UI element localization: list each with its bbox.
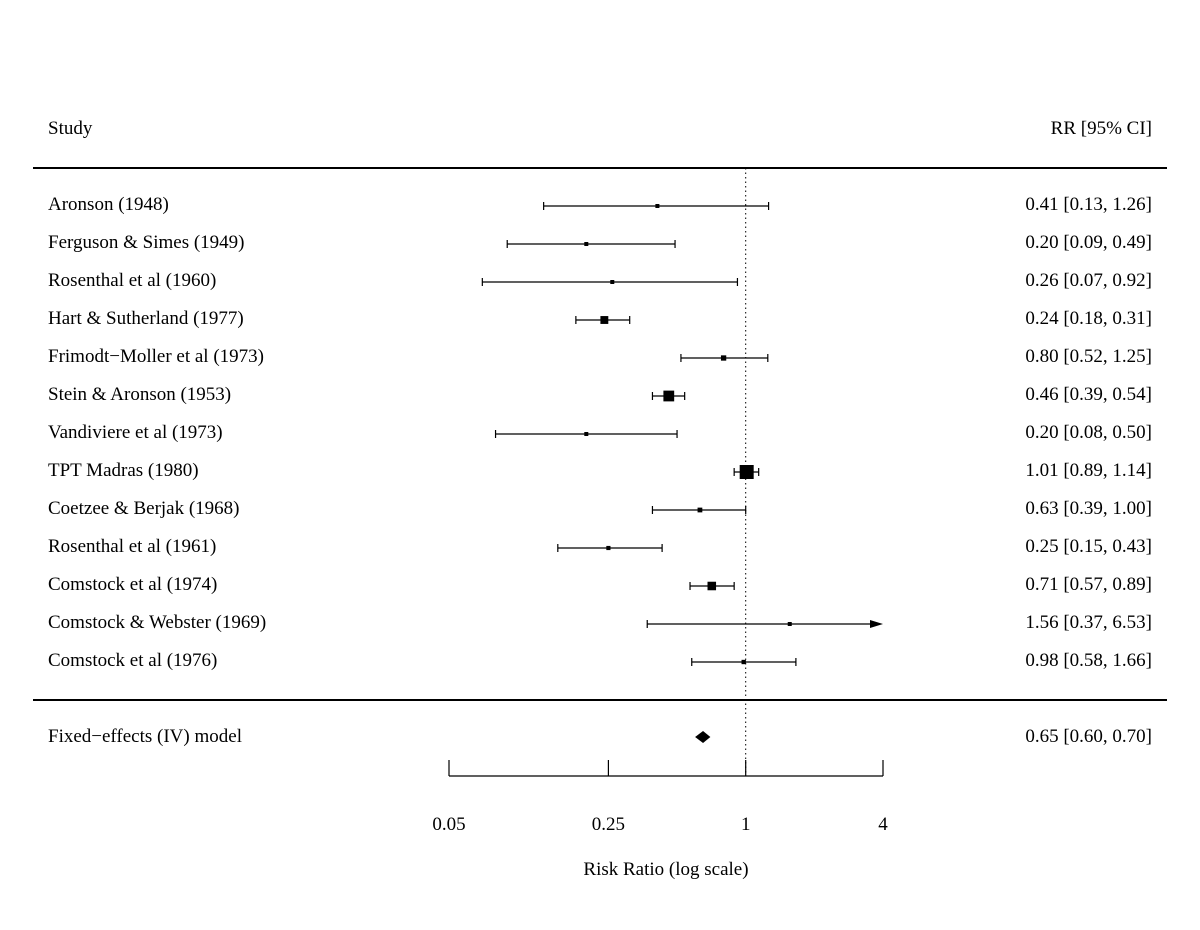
study-label: TPT Madras (1980) — [48, 460, 199, 481]
tick-label: 1 — [741, 814, 751, 835]
point-estimate — [697, 507, 703, 513]
point-estimate — [610, 280, 615, 284]
study-estimate: 0.24 [0.18, 0.31] — [1025, 308, 1152, 329]
study-row: Comstock & Webster (1969) 1.56 [0.37, 6.5… — [48, 612, 1152, 633]
header-study: Study — [48, 118, 93, 139]
study-label: Stein & Aronson (1953) — [48, 384, 231, 405]
study-label: Rosenthal et al (1960) — [48, 270, 216, 291]
study-row: Hart & Sutherland (1977) 0.24 [0.18, 0.31… — [48, 308, 1152, 329]
study-label: Comstock et al (1976) — [48, 650, 217, 671]
study-estimate: 0.98 [0.58, 1.66] — [1025, 650, 1152, 671]
study-estimate: 0.25 [0.15, 0.43] — [1025, 536, 1152, 557]
study-estimate: 0.71 [0.57, 0.89] — [1025, 574, 1152, 595]
tick-label: 0.25 — [592, 814, 625, 835]
study-row: Comstock et al (1976) 0.98 [0.58, 1.66] — [48, 650, 1152, 671]
point-estimate — [600, 316, 609, 324]
summary-row: Fixed−effects (IV) model 0.65 [0.60, 0.70… — [48, 726, 1152, 747]
study-label: Comstock & Webster (1969) — [48, 612, 266, 633]
point-estimate — [606, 545, 611, 551]
point-estimate — [584, 242, 589, 246]
study-row: Rosenthal et al (1960) 0.26 [0.07, 0.92] — [48, 270, 1152, 291]
study-estimate: 1.01 [0.89, 1.14] — [1025, 460, 1152, 481]
point-estimate — [720, 355, 727, 361]
point-estimate — [739, 465, 754, 479]
header-estimate: RR [95% CI] — [1051, 118, 1152, 139]
point-estimate — [787, 622, 792, 626]
summary-label: Fixed−effects (IV) model — [48, 726, 242, 747]
study-row: Vandiviere et al (1973) 0.20 [0.08, 0.50] — [48, 422, 1152, 443]
study-label: Ferguson & Simes (1949) — [48, 232, 245, 253]
tick-label: 4 — [878, 814, 888, 835]
study-estimate: 1.56 [0.37, 6.53] — [1025, 612, 1152, 633]
study-label: Coetzee & Berjak (1968) — [48, 498, 240, 519]
study-estimate: 0.20 [0.09, 0.49] — [1025, 232, 1152, 253]
study-label: Rosenthal et al (1961) — [48, 536, 216, 557]
study-estimate: 0.20 [0.08, 0.50] — [1025, 422, 1152, 443]
point-estimate — [663, 390, 675, 402]
study-estimate: 0.80 [0.52, 1.25] — [1025, 346, 1152, 367]
study-row: Ferguson & Simes (1949) 0.20 [0.09, 0.49] — [48, 232, 1152, 253]
point-estimate — [655, 204, 660, 208]
ci-arrow — [870, 620, 883, 628]
study-row: Comstock et al (1974) 0.71 [0.57, 0.89] — [48, 574, 1152, 595]
study-label: Frimodt−Moller et al (1973) — [48, 346, 264, 367]
study-label: Comstock et al (1974) — [48, 574, 217, 595]
x-axis: 0.05 0.25 1 4 — [432, 760, 888, 835]
study-estimate: 0.41 [0.13, 1.26] — [1025, 194, 1152, 215]
study-label: Hart & Sutherland (1977) — [48, 308, 244, 329]
summary-diamond — [695, 731, 711, 743]
study-label: Vandiviere et al (1973) — [48, 422, 223, 443]
point-estimate — [741, 659, 746, 665]
study-estimate: 0.46 [0.39, 0.54] — [1025, 384, 1152, 405]
study-rows: Aronson (1948) 0.41 [0.13, 1.26] Ferguson … — [48, 194, 1152, 671]
study-row: TPT Madras (1980) 1.01 [0.89, 1.14] — [48, 460, 1152, 481]
point-estimate — [584, 432, 589, 436]
study-label: Aronson (1948) — [48, 194, 169, 215]
study-row: Frimodt−Moller et al (1973) 0.80 [0.52, 1… — [48, 346, 1152, 367]
x-axis-label: Risk Ratio (log scale) — [583, 859, 748, 880]
summary-estimate: 0.65 [0.60, 0.70] — [1025, 726, 1152, 747]
tick-label: 0.05 — [432, 814, 465, 835]
study-row: Rosenthal et al (1961) 0.25 [0.15, 0.43] — [48, 536, 1152, 557]
study-row: Aronson (1948) 0.41 [0.13, 1.26] — [48, 194, 1152, 215]
study-estimate: 0.63 [0.39, 1.00] — [1025, 498, 1152, 519]
point-estimate — [707, 581, 717, 591]
study-estimate: 0.26 [0.07, 0.92] — [1025, 270, 1152, 291]
study-row: Stein & Aronson (1953) 0.46 [0.39, 0.54] — [48, 384, 1152, 405]
study-row: Coetzee & Berjak (1968) 0.63 [0.39, 1.00] — [48, 498, 1152, 519]
